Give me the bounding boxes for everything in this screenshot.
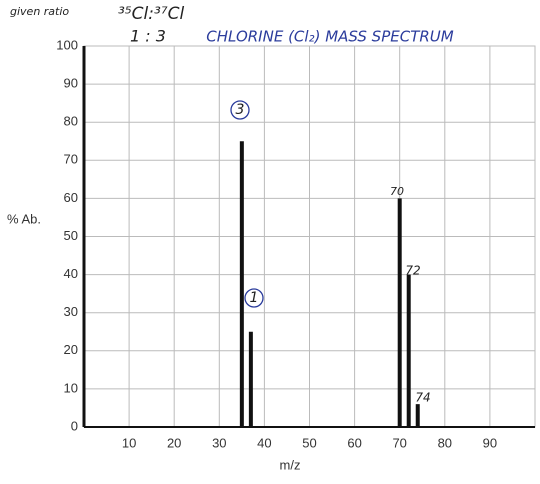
- annotation: 70: [390, 185, 404, 198]
- x-tick-label: 90: [483, 435, 497, 450]
- y-tick-label: 30: [64, 304, 78, 319]
- bar: [248, 331, 253, 427]
- y-tick-label: 0: [71, 418, 78, 433]
- annotation: 74: [415, 391, 430, 405]
- annotation: ³⁵Cl:³⁷Cl: [118, 4, 184, 24]
- annotation: 1 : 3: [130, 27, 166, 46]
- annotation: given ratio: [10, 5, 69, 18]
- annotation-circle: [230, 100, 250, 120]
- y-tick-label: 70: [64, 152, 78, 167]
- y-tick-label: 90: [64, 76, 78, 91]
- bar: [397, 198, 402, 427]
- annotation: 1: [250, 290, 259, 306]
- y-tick-label: 80: [64, 114, 78, 129]
- x-tick-label: 30: [212, 435, 226, 450]
- y-axis-label: % Ab.: [7, 211, 41, 226]
- y-tick-label: 50: [64, 228, 78, 243]
- x-axis-label: m/z: [280, 457, 301, 472]
- y-tick-label: 40: [64, 266, 78, 281]
- bar: [239, 141, 244, 427]
- x-tick-label: 40: [257, 435, 271, 450]
- x-tick-label: 50: [302, 435, 316, 450]
- annotation-circle: [244, 288, 264, 308]
- y-tick-label: 60: [64, 190, 78, 205]
- bar: [406, 274, 411, 427]
- annotation: 72: [405, 264, 420, 278]
- x-tick-label: 20: [167, 435, 181, 450]
- x-tick-label: 80: [438, 435, 452, 450]
- chart-title: CHLORINE (Cl₂) MASS SPECTRUM: [206, 28, 453, 46]
- bar: [415, 404, 420, 427]
- x-tick-label: 10: [122, 435, 136, 450]
- annotation: 3: [236, 102, 245, 118]
- y-tick-label: 100: [56, 37, 78, 52]
- x-tick-label: 70: [392, 435, 406, 450]
- y-tick-label: 20: [64, 342, 78, 357]
- y-tick-label: 10: [64, 380, 78, 395]
- x-tick-label: 60: [347, 435, 361, 450]
